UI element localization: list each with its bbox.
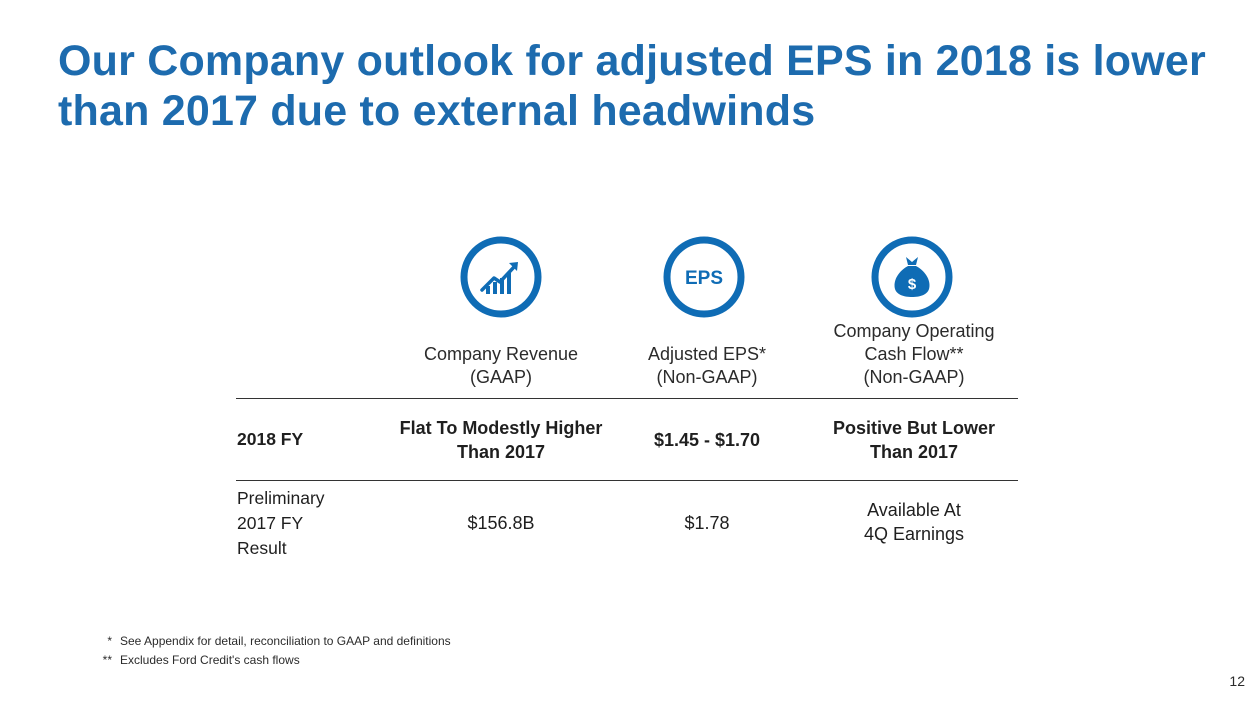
column-header-line: Adjusted EPS* xyxy=(647,344,767,364)
cell-line: $156.8B xyxy=(467,513,535,533)
cell-line: Flat To Modestly Higher xyxy=(399,418,603,438)
chart-up-icon xyxy=(460,236,542,318)
money-bag-icon: $ xyxy=(871,236,953,318)
column-header-line: Company Operating xyxy=(833,321,995,341)
page-number: 12 xyxy=(1229,673,1245,689)
row-label-line: 2017 FY xyxy=(237,513,304,533)
cell-2018-cashflow: Positive But Lower Than 2017 xyxy=(804,416,1024,464)
footnotes: * See Appendix for detail, reconciliation… xyxy=(82,632,451,670)
cell-2017-eps: $1.78 xyxy=(597,511,817,535)
row-label-2017-result: Preliminary 2017 FY Result xyxy=(237,486,325,561)
slide-title: Our Company outlook for adjusted EPS in … xyxy=(58,36,1208,136)
money-bag-dollar: $ xyxy=(908,276,917,293)
cell-line: Positive But Lower xyxy=(832,418,996,438)
cell-line: 4Q Earnings xyxy=(863,524,965,544)
eps-icon-text: EPS xyxy=(685,268,723,289)
cell-2018-eps: $1.45 - $1.70 xyxy=(597,428,817,452)
column-header-cashflow: Company Operating Cash Flow** (Non-GAAP) xyxy=(814,320,1014,389)
column-header-line: Cash Flow** xyxy=(864,344,964,364)
footnote: ** Excludes Ford Credit's cash flows xyxy=(82,651,451,670)
footnote: * See Appendix for detail, reconciliation… xyxy=(82,632,451,651)
footnote-text: Excludes Ford Credit's cash flows xyxy=(120,653,300,667)
table-divider xyxy=(236,398,1018,399)
column-header-eps: Adjusted EPS* (Non-GAAP) xyxy=(607,343,807,389)
cell-line: Available At xyxy=(867,500,961,520)
cell-2017-revenue: $156.8B xyxy=(391,511,611,535)
row-label-line: Preliminary xyxy=(237,488,325,508)
cell-line: Than 2017 xyxy=(456,442,546,462)
column-header-line: (Non-GAAP) xyxy=(863,367,965,387)
cell-2017-cashflow: Available At 4Q Earnings xyxy=(804,498,1024,546)
cell-line: $1.78 xyxy=(684,513,730,533)
footnote-text: See Appendix for detail, reconciliation … xyxy=(120,634,451,648)
cell-line: Than 2017 xyxy=(869,442,959,462)
eps-icon: EPS xyxy=(663,236,745,318)
column-header-revenue: Company Revenue (GAAP) xyxy=(401,343,601,389)
column-header-line: (Non-GAAP) xyxy=(656,367,758,387)
column-header-line: (GAAP) xyxy=(469,367,532,387)
cell-2018-revenue: Flat To Modestly Higher Than 2017 xyxy=(391,416,611,464)
title-line-2: than 2017 due to external headwinds xyxy=(58,87,816,135)
footnote-mark: ** xyxy=(102,653,112,667)
column-header-line: Company Revenue xyxy=(423,344,579,364)
title-line-1: Our Company outlook for adjusted EPS in … xyxy=(58,37,1206,85)
cell-line: $1.45 - $1.70 xyxy=(653,430,761,450)
row-label-line: 2018 FY xyxy=(237,429,304,449)
row-label-line: Result xyxy=(237,538,287,558)
footnote-mark: * xyxy=(107,634,112,648)
row-label-2018-fy: 2018 FY xyxy=(237,427,303,452)
table-divider xyxy=(236,480,1018,481)
